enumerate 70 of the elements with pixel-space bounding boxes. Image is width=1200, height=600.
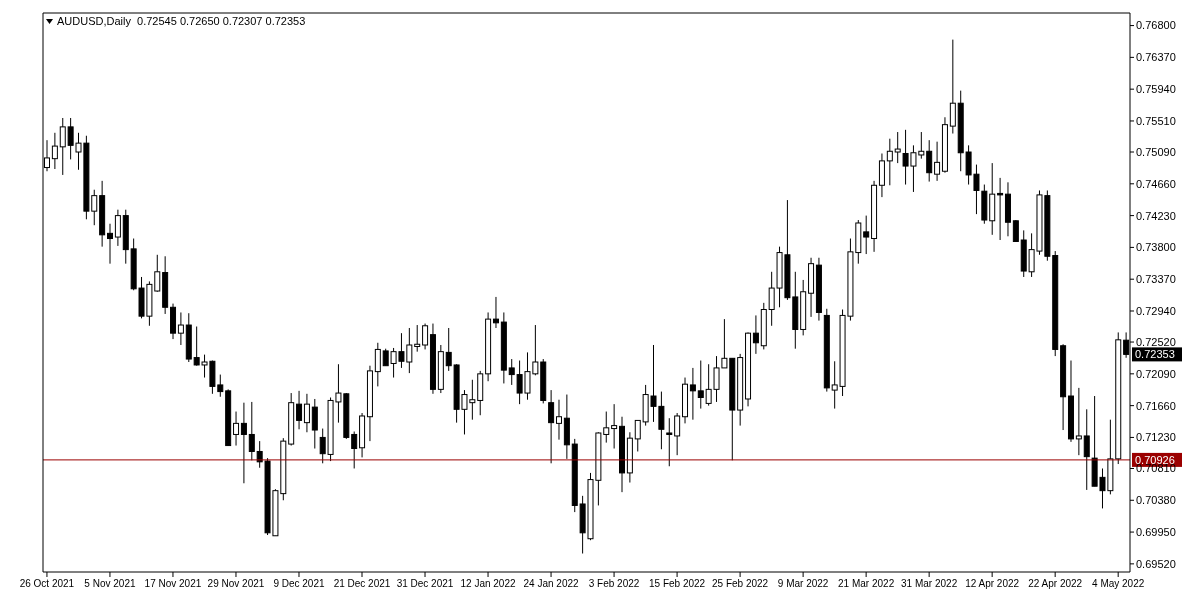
candlestick (240, 402, 247, 484)
x-tick-label: 22 Apr 2022 (1028, 578, 1083, 589)
y-tick-label: 0.72520 (1136, 335, 1176, 348)
candlestick (697, 360, 704, 410)
y-tick-label: 0.71230 (1136, 431, 1176, 444)
y-tick-label: 0.71660 (1136, 399, 1176, 412)
y-tick-label: 0.76370 (1136, 51, 1176, 64)
candlestick (233, 411, 240, 447)
x-tick-label: 9 Mar 2022 (777, 578, 829, 589)
candlestick (1083, 408, 1090, 491)
y-tick-label: 0.74230 (1136, 209, 1176, 222)
x-tick-label: 31 Mar 2022 (901, 578, 958, 589)
candlestick (666, 417, 673, 467)
y-tick-label: 0.75940 (1136, 83, 1176, 96)
candlestick (374, 342, 381, 387)
x-tick-label: 17 Nov 2021 (144, 578, 202, 589)
candlestick (555, 399, 562, 441)
candlestick (248, 401, 255, 461)
candlestick (752, 314, 759, 355)
candlestick (949, 39, 956, 135)
y-tick-label: 0.76800 (1136, 19, 1176, 32)
x-tick-label: 5 Nov 2021 (84, 578, 136, 589)
x-tick-label: 12 Apr 2022 (965, 578, 1020, 589)
candlestick (611, 403, 618, 450)
candlestick (311, 398, 318, 450)
candlestick (934, 141, 941, 182)
chart-title: AUDUSD,Daily 0.72545 0.72650 0.72307 0.72353 (57, 15, 306, 27)
candlestick (1075, 387, 1082, 456)
x-tick-label: 24 Jan 2022 (523, 578, 580, 589)
x-tick-label: 31 Dec 2021 (396, 578, 454, 589)
candlestick (351, 431, 358, 469)
x-tick-label: 4 May 2022 (1092, 578, 1145, 589)
y-tick-label: 0.69950 (1136, 525, 1176, 538)
x-tick-label: 21 Dec 2021 (333, 578, 391, 589)
candlestick (414, 324, 421, 353)
y-tick-label: 0.72940 (1136, 304, 1176, 317)
candlestick (997, 177, 1004, 241)
candlestick (674, 412, 681, 456)
candlestick (1012, 219, 1019, 242)
x-tick-label: 15 Feb 2022 (649, 578, 706, 589)
y-tick-label: 0.73800 (1136, 241, 1176, 254)
candlestick (114, 209, 121, 247)
x-tick-label: 29 Nov 2021 (207, 578, 265, 589)
x-tick-label: 9 Dec 2021 (273, 578, 325, 589)
candlestick (926, 139, 933, 183)
x-tick-label: 25 Feb 2022 (712, 578, 769, 589)
candlestick (303, 393, 310, 433)
y-tick-label: 0.75090 (1136, 145, 1176, 158)
x-tick-label: 21 Mar 2022 (838, 578, 895, 589)
y-tick-label: 0.69520 (1136, 557, 1176, 570)
y-tick-label: 0.70380 (1136, 494, 1176, 507)
y-tick-label: 0.72090 (1136, 367, 1176, 380)
candlestick (51, 132, 58, 170)
text: 0.72353 (1135, 348, 1175, 361)
candlestick (689, 367, 696, 421)
candlestick (886, 138, 893, 186)
y-tick-label: 0.74660 (1136, 177, 1176, 190)
candlestick (894, 131, 901, 164)
y-tick-label: 0.73370 (1136, 273, 1176, 286)
x-tick-label: 3 Feb 2022 (588, 578, 640, 589)
candlestick (177, 311, 184, 346)
candlestick (107, 223, 114, 265)
x-tick-label: 12 Jan 2022 (460, 578, 516, 589)
candlestick (492, 296, 499, 329)
candlestick (296, 390, 303, 430)
y-tick-label: 0.75510 (1136, 114, 1176, 127)
candlestick (422, 323, 429, 350)
candlestick (863, 215, 870, 255)
x-tick-label: 26 Oct 2021 (19, 578, 75, 589)
candlestick (548, 389, 555, 464)
